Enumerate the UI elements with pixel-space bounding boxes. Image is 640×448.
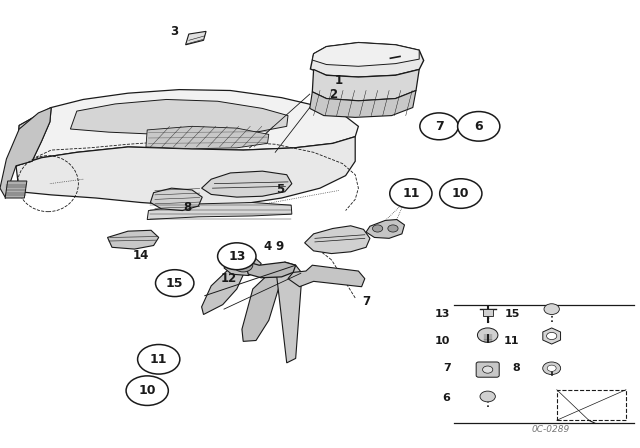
Text: 4: 4 [264,240,271,253]
Polygon shape [305,226,370,254]
Text: 10: 10 [452,187,470,200]
Text: 10: 10 [435,336,451,346]
Text: 7: 7 [443,363,451,373]
Bar [557,390,626,420]
Polygon shape [224,256,261,276]
Circle shape [440,179,482,208]
Text: 11: 11 [402,187,420,200]
Text: 12: 12 [221,272,237,285]
Polygon shape [16,137,355,206]
Circle shape [458,112,500,141]
Circle shape [388,225,398,232]
Circle shape [547,332,557,340]
Text: 13: 13 [228,250,246,263]
Polygon shape [312,43,419,66]
Text: 6: 6 [474,120,483,133]
Polygon shape [246,262,296,278]
Polygon shape [242,277,282,341]
Text: 11: 11 [504,336,520,346]
Text: 3: 3 [170,25,178,38]
Polygon shape [366,220,404,238]
Text: 7: 7 [362,294,370,308]
Text: 2: 2 [329,87,337,101]
Polygon shape [202,260,256,314]
Polygon shape [186,31,206,45]
Polygon shape [108,230,159,249]
Circle shape [480,391,495,402]
Circle shape [372,225,383,232]
Text: 15: 15 [166,276,184,290]
Polygon shape [276,262,302,363]
Circle shape [138,345,180,374]
Text: 6: 6 [443,393,451,403]
Circle shape [126,376,168,405]
Polygon shape [70,99,288,135]
Circle shape [234,258,253,272]
Bar [483,309,493,316]
Circle shape [543,362,561,375]
Circle shape [477,328,498,342]
Circle shape [390,179,432,208]
Text: 8: 8 [184,201,191,215]
Polygon shape [16,90,358,166]
Text: 8: 8 [512,363,520,373]
FancyBboxPatch shape [476,362,499,377]
Polygon shape [146,126,269,149]
Text: 9: 9 [275,240,283,253]
Circle shape [544,304,559,314]
Text: 15: 15 [504,310,520,319]
Text: 1: 1 [335,74,343,87]
Text: 7: 7 [435,120,444,133]
Circle shape [420,113,458,140]
Circle shape [156,270,194,297]
Polygon shape [310,90,416,117]
Text: 13: 13 [435,310,451,319]
Text: 0C-0289: 0C-0289 [531,425,570,434]
Circle shape [218,243,256,270]
Polygon shape [288,265,365,287]
Text: 14: 14 [132,249,149,262]
Polygon shape [543,328,561,344]
Polygon shape [147,202,292,220]
Polygon shape [312,69,419,101]
Text: 5: 5 [276,183,284,197]
Polygon shape [150,188,202,211]
Circle shape [483,366,493,373]
Circle shape [547,365,556,371]
Polygon shape [310,43,424,77]
Polygon shape [0,108,51,197]
Polygon shape [16,108,51,166]
Polygon shape [5,181,27,198]
Text: 11: 11 [150,353,168,366]
Text: 10: 10 [138,384,156,397]
Polygon shape [202,171,292,197]
